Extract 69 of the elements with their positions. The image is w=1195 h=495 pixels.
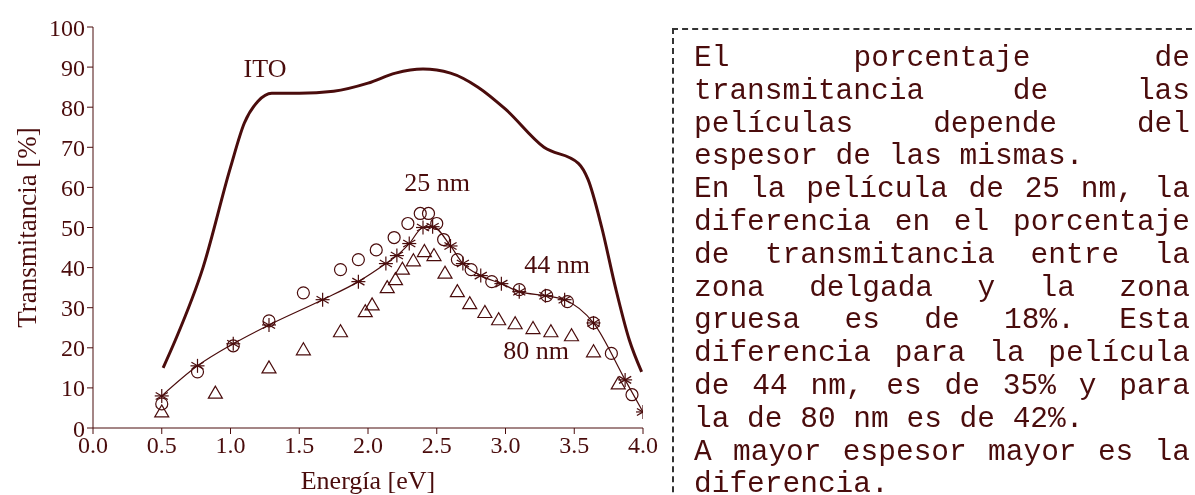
y-tick-label: 70 <box>61 134 85 161</box>
point <box>507 316 523 330</box>
point <box>426 247 442 262</box>
point <box>610 376 626 390</box>
point <box>262 314 276 328</box>
text: A mayor espesor mayor es la diferencia. <box>694 434 1190 495</box>
point <box>437 265 453 279</box>
point <box>333 263 348 277</box>
y-tick-label: 80 <box>61 94 85 121</box>
point <box>416 243 432 258</box>
point <box>464 263 478 277</box>
point <box>387 272 404 286</box>
point <box>332 324 349 338</box>
point <box>207 385 223 399</box>
point <box>430 216 444 231</box>
point <box>379 280 395 294</box>
point <box>450 252 464 267</box>
x-tick-label: 4.0 <box>628 432 658 459</box>
point <box>154 404 170 418</box>
point <box>351 252 365 267</box>
point <box>477 304 493 319</box>
y-axis-title: Transmitancia [%] <box>11 127 42 328</box>
x-tick-label: 1.5 <box>284 432 315 459</box>
point <box>525 320 541 335</box>
y-tick-label: 50 <box>61 215 85 242</box>
point <box>387 230 401 245</box>
point <box>462 296 478 310</box>
x-tick-label: 3.5 <box>559 432 590 459</box>
point <box>543 324 559 338</box>
point <box>449 284 465 298</box>
point <box>261 360 277 374</box>
annotation: 80 nm <box>503 336 569 365</box>
point <box>190 365 205 379</box>
point <box>369 243 383 257</box>
point <box>413 206 427 221</box>
point <box>485 275 499 289</box>
text: En la película de 25 nm, la diferencia en el porcentaje de transmitancia entre la zona delgada y la zona gruesa es de 18%. Esta diferencia para la película de 44 nm, es de 35% y para la de 80 nm es de 42%. <box>694 172 1190 436</box>
point <box>295 342 311 356</box>
point <box>405 253 421 267</box>
point <box>296 286 310 300</box>
y-tick-label: 60 <box>61 174 85 201</box>
annotation: 25 nm <box>404 168 470 197</box>
y-tick-label: 10 <box>61 375 85 402</box>
y-tick-label: 20 <box>61 335 85 362</box>
point <box>394 261 410 275</box>
x-tick-label: 3.0 <box>490 432 521 459</box>
x-tick-label: 0.5 <box>146 432 177 459</box>
y-tick-label: 90 <box>61 54 85 81</box>
point <box>421 206 436 221</box>
point <box>491 312 507 326</box>
x-tick-label: 2.5 <box>421 432 452 459</box>
text: El porcentaje de transmitancia de las películas depende del espesor de las mismas. <box>694 41 1190 174</box>
point <box>604 346 618 361</box>
point <box>437 232 451 247</box>
point <box>357 304 373 318</box>
annotation: 44 nm <box>524 250 590 279</box>
x-tick-label: 1.0 <box>215 432 246 459</box>
x-axis-title: Energía [eV] <box>300 466 436 495</box>
point <box>625 388 639 402</box>
y-tick-label: 100 <box>49 14 85 41</box>
point <box>364 297 380 311</box>
annotation: ITO <box>243 54 287 83</box>
y-tick-label: 40 <box>61 255 85 282</box>
x-tick-label: 2.0 <box>353 432 383 459</box>
point <box>155 397 169 411</box>
point <box>563 328 580 342</box>
y-tick-label: 30 <box>61 295 85 322</box>
point <box>585 344 602 358</box>
point <box>401 216 415 231</box>
